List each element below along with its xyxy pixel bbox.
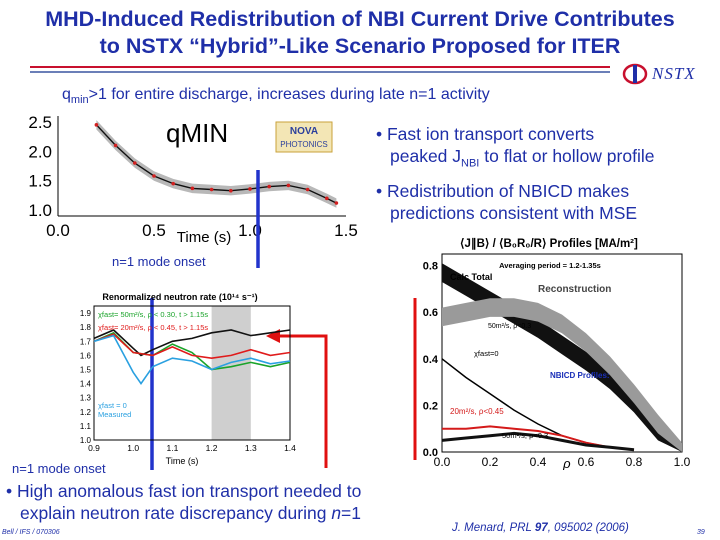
qmin-series-line [95,124,337,204]
qmin-x-tick-label: 1.5 [334,221,358,240]
neutron-y-tick-label: 1.4 [80,380,92,389]
title-line-1: MHD-Induced Redistribution of NBI Curren… [45,7,675,31]
qmin-point [171,181,175,186]
title-rule-blue [30,71,610,73]
neutron-x-tick-label: 1.1 [166,443,178,453]
qmin-point [209,187,214,192]
profile-y-tick-label: 0.4 [423,354,439,366]
neutron-chart-title: Renormalized neutron rate (10¹⁴ s⁻¹) [102,292,257,302]
nova-logo-text: NOVA [290,126,318,137]
neutron-plot-frame [93,305,291,441]
neutron-shaded-window [211,306,251,440]
neutron-y-tick-label: 1.0 [80,436,92,445]
qmin-point [113,143,118,148]
profile-annotation: χfast=0 [474,349,499,358]
profile-y-tick-label: 0.0 [423,447,438,459]
profile-annotation: Calc Total [450,272,492,282]
qmin-x-tick-label: 1.0 [238,221,262,240]
qmin-x-tick-label: 0.0 [46,221,70,240]
profile-x-tick-label: 0.4 [530,455,547,469]
title-line-2: to NSTX “Hybrid”-Like Scenario Proposed … [99,34,621,58]
qmin-chart-title: qMIN [166,118,228,148]
qmin-chart: 1.0 1.5 2.0 2.5 0.0 0.5 1.0 1.5 Time (s) qMIN NOVA… [28,113,358,246]
neutron-x-axis-label: Time (s) [166,456,199,466]
profile-x-axis-label: ρ [562,456,571,470]
neutron-rate-chart: 1.01.11.21.31.41.51.61.71.81.90.9 1.0 1.1 1… [80,292,296,466]
profile-y-tick-label: 0.6 [423,307,438,319]
neutron-y-tick-label: 1.6 [80,351,92,360]
reconstruction-band [442,298,682,452]
page-number: 39 [697,529,705,536]
qmin-x-tick-label: 0.5 [142,221,166,240]
nstx-logo-text: NSTX [652,64,696,83]
neutron-series-line [93,334,291,386]
qmin-point [325,196,329,201]
neutron-y-tick-label: 1.9 [80,309,92,318]
neutron-series-line [93,329,291,357]
profile-annotation: 50m²/s, ρ<0.3 [502,431,548,440]
onset-label-bottom: n=1 mode onset [12,461,106,476]
neutron-x-tick-label: 1.0 [127,443,139,453]
neutron-y-tick-label: 1.1 [80,422,92,431]
profile-annotation: NBICD Profiles: [550,371,610,380]
title-rule-red [30,66,610,68]
profile-x-tick-label: 0.6 [578,455,595,469]
neutron-legend-entry: χfast = 0 [98,401,127,410]
qmin-point [133,161,137,165]
neutron-series-line [93,333,291,360]
neutron-y-tick-label: 1.7 [80,337,92,346]
profile-y-tick-label: 0.2 [423,400,438,412]
bullet-3: • High anomalous fast ion transport need… [6,481,362,523]
qmin-x-axis-label: Time (s) [177,229,231,246]
neutron-y-tick-label: 1.8 [80,323,92,332]
profile-x-tick-label: 0.0 [434,455,451,469]
neutron-x-tick-label: 1.3 [245,443,257,453]
neutron-x-tick-label: 0.9 [88,443,100,453]
bullet-2: • Redistribution of NBICD makes predicti… [376,181,638,223]
footer-left: Bell / IFS / 070306 [2,529,60,536]
qmin-point [190,186,195,191]
neutron-y-tick-label: 1.5 [80,365,92,374]
qmin-point [334,201,339,205]
profile-x-tick-label: 0.2 [482,455,499,469]
qmin-point [94,123,99,127]
nova-logo-subtext: PHOTONICS [280,140,327,149]
neutron-y-tick-label: 1.2 [80,408,92,417]
nova-photonics-logo-icon [275,121,333,153]
neutron-legend-entry: Measured [98,410,131,419]
neutron-legend-entry: χfast= 20m²/s, ρ < 0.45, t > 1.15s [98,323,208,332]
nstx-logo-icon [622,63,648,85]
qmin-point [286,183,291,188]
qmin-y-tick-label: 2.0 [28,142,52,161]
profile-x-tick-label: 1.0 [674,455,691,469]
nbicd-50-line [441,431,635,452]
qmin-y-tick-label: 2.5 [28,113,52,132]
profile-chart-subtitle: Averaging period = 1.2-1.35s [499,261,601,270]
citation: J. Menard, PRL 97, 095002 (2006) [452,522,629,534]
red-arrow-path [270,334,328,468]
profile-x-tick-label: 0.8 [626,455,643,469]
profile-annotation: 50m²/s, ρ<0.3 [488,323,531,330]
profile-annotation: 20m²/s, ρ<0.45 [450,407,504,416]
profile-annotation: Reconstruction [538,284,611,295]
current-profile-chart: 0.0 0.2 0.4 0.6 0.8 0.0 0.2 0.4 0.6 0.8 1.0 ρ ⟨J∥B⟩ … [423,237,691,470]
qmin-y-tick-label: 1.0 [28,201,52,220]
qmin-point [229,188,233,193]
qmin-point [305,187,310,192]
qmin-point [267,184,272,189]
onset-label-top: n=1 mode onset [112,254,206,269]
qmin-point [248,187,252,191]
qmin-y-tick-label: 1.5 [28,172,52,191]
neutron-x-tick-label: 1.4 [284,443,296,453]
qmin-point [152,174,156,178]
profile-y-tick-label: 0.8 [423,261,438,273]
qmin-note: qmin>1 for entire discharge, increases d… [62,86,490,107]
neutron-x-tick-label: 1.2 [206,443,218,453]
profile-chart-title: ⟨J∥B⟩ / ⟨B₀R₀/R⟩ Profiles [MA/m²] [460,237,638,250]
bullet-1: • Fast ion transport converts peaked JNB… [376,124,655,170]
neutron-legend-entry: χfast= 50m²/s, ρ < 0.30, t > 1.15s [98,310,208,319]
neutron-y-tick-label: 1.3 [80,394,92,403]
slide-title: MHD-Induced Redistribution of NBI Curren… [0,6,720,60]
